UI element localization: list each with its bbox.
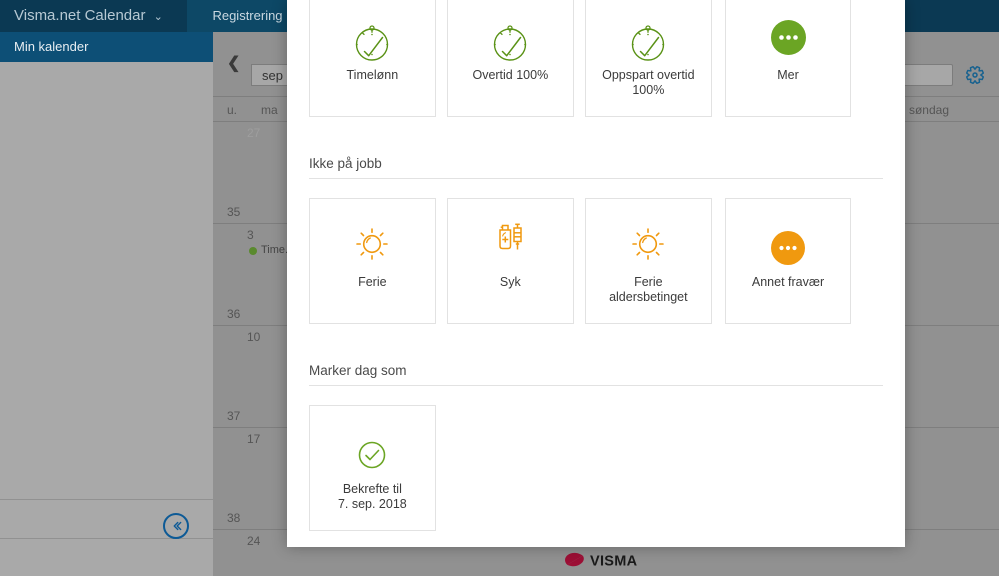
svg-text:VISMA: VISMA — [590, 553, 638, 569]
